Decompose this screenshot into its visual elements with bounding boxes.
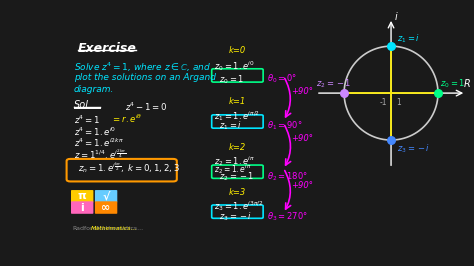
Text: $z^4 - 1 = 0$: $z^4 - 1 = 0$	[125, 101, 168, 113]
Text: diagram.: diagram.	[74, 85, 114, 94]
Text: ∞: ∞	[101, 202, 111, 213]
Text: $z_n = 1.e^{i\frac{k\pi}{2}},\ k = 0,1,2,3$: $z_n = 1.e^{i\frac{k\pi}{2}},\ k = 0,1,2…	[78, 160, 180, 175]
Text: $z_1 = i$: $z_1 = i$	[219, 120, 242, 132]
Text: k=3: k=3	[228, 188, 246, 197]
Text: $z_0 = 1$: $z_0 = 1$	[219, 74, 244, 86]
Text: $z_1=i$: $z_1=i$	[397, 32, 419, 45]
FancyBboxPatch shape	[95, 201, 117, 214]
Text: $= r.e^{i\theta}$: $= r.e^{i\theta}$	[110, 113, 142, 125]
Text: +90°: +90°	[291, 134, 313, 143]
Text: -1: -1	[379, 98, 387, 107]
Point	[340, 91, 348, 95]
Text: $z_2=-1$: $z_2=-1$	[316, 77, 351, 90]
Text: k=1: k=1	[228, 97, 246, 106]
Text: $z_3 = 1.e^{i3\pi/2}$: $z_3 = 1.e^{i3\pi/2}$	[213, 199, 263, 213]
Text: √: √	[102, 191, 110, 201]
Text: $z^4 = 1.e^{i2k\pi}$: $z^4 = 1.e^{i2k\pi}$	[74, 136, 124, 149]
Text: Solve $z^4 = 1$, where $z \in \mathbb{C}$, and: Solve $z^4 = 1$, where $z \in \mathbb{C}…	[74, 61, 211, 74]
Point	[387, 138, 395, 142]
Text: Sol: Sol	[74, 99, 89, 110]
Text: i: i	[80, 202, 84, 213]
Text: 1: 1	[396, 98, 401, 107]
Text: $z^4 = 1.e^{i0}$: $z^4 = 1.e^{i0}$	[74, 125, 116, 138]
Text: k=2: k=2	[228, 143, 246, 152]
Text: +90°: +90°	[291, 181, 313, 190]
Text: $z_2 = 1.e^{i\pi}$: $z_2 = 1.e^{i\pi}$	[213, 154, 255, 168]
Text: π: π	[78, 191, 87, 201]
Text: k=0: k=0	[228, 46, 246, 55]
Text: $z_0=1$: $z_0=1$	[440, 77, 465, 90]
Text: $\theta_3 = 270°$: $\theta_3 = 270°$	[267, 210, 308, 223]
Text: $\theta_1 = 90°$: $\theta_1 = 90°$	[267, 120, 302, 132]
Text: $z^4 = 1$: $z^4 = 1$	[74, 114, 100, 126]
Text: $z_3 = -i$: $z_3 = -i$	[219, 210, 252, 223]
FancyBboxPatch shape	[71, 190, 93, 202]
Text: Exercise: Exercise	[78, 42, 137, 55]
Text: $z_0 = 1.e^{i0}$: $z_0 = 1.e^{i0}$	[213, 60, 255, 73]
Point	[434, 91, 442, 95]
Text: $z_2 = -1$: $z_2 = -1$	[219, 170, 255, 183]
Point	[387, 44, 395, 48]
Text: $\theta_0 = 0°$: $\theta_0 = 0°$	[267, 73, 297, 85]
FancyBboxPatch shape	[71, 201, 93, 214]
Text: $z_2 = 1.e^{i\pi}$: $z_2 = 1.e^{i\pi}$	[213, 162, 251, 176]
Text: RadfordMathematics...: RadfordMathematics...	[72, 226, 143, 231]
Text: $z_3=-i$: $z_3=-i$	[397, 143, 430, 155]
Text: $\theta_2 = 180°$: $\theta_2 = 180°$	[267, 170, 308, 183]
Text: R: R	[464, 80, 471, 89]
FancyBboxPatch shape	[95, 190, 117, 202]
Text: +90°: +90°	[291, 87, 313, 96]
Text: $z = 1^{1/4} . e^{i\frac{2k\pi}{4}}$: $z = 1^{1/4} . e^{i\frac{2k\pi}{4}}$	[74, 148, 126, 161]
Text: i: i	[395, 12, 398, 22]
Text: $z_1 = 1.e^{i\pi/2}$: $z_1 = 1.e^{i\pi/2}$	[213, 109, 260, 123]
Text: Mathematics...: Mathematics...	[91, 226, 137, 231]
Text: plot the solutions on an Argand: plot the solutions on an Argand	[74, 73, 216, 82]
